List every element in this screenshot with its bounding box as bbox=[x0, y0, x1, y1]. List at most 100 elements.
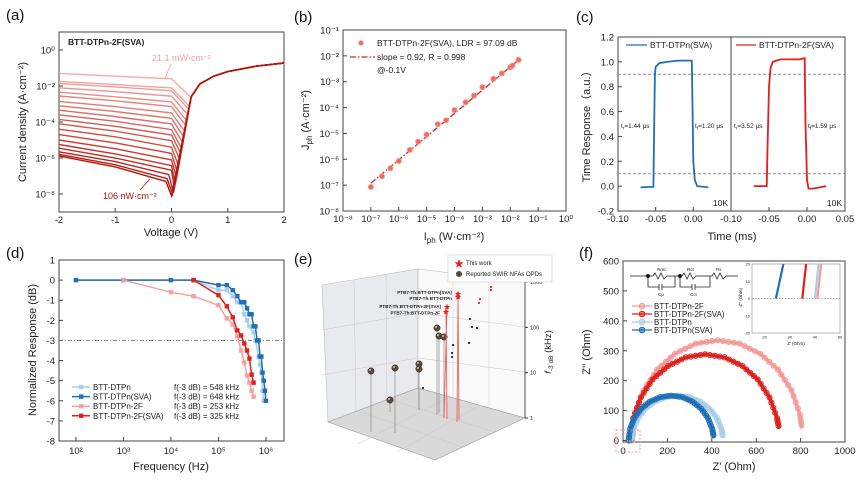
panel-d-data-point bbox=[249, 372, 254, 377]
panel-f-data-point bbox=[625, 437, 632, 444]
panel-f-data-point bbox=[797, 414, 804, 422]
panel-a-y-tick-label: 10⁻² bbox=[36, 82, 55, 93]
panel-c-rise-2: tr=3.52 μs bbox=[734, 123, 763, 131]
panel-f-data-point bbox=[785, 382, 792, 389]
panel-f-data-point bbox=[775, 422, 782, 429]
panel-a-y-tick-label: 10⁻⁶ bbox=[36, 154, 56, 165]
panel-d-legend-marker bbox=[79, 413, 84, 418]
panel-f-data-point bbox=[781, 376, 788, 383]
panel-d-data-point bbox=[216, 303, 221, 308]
panel-e-red-point bbox=[489, 288, 493, 292]
panel-d-x-tick-label: 10³ bbox=[117, 446, 131, 457]
panel-f-data-point bbox=[709, 427, 716, 435]
panel-f-legend-marker bbox=[638, 318, 646, 326]
panel-f-data-point bbox=[653, 373, 660, 380]
panel-f-data-point bbox=[796, 411, 803, 418]
panel-e-black-point bbox=[475, 326, 479, 330]
panel-b-x-tick-label: 10⁻³ bbox=[473, 214, 492, 225]
panel-b-data-point bbox=[443, 117, 450, 124]
panel-f-y-tick-label: 500 bbox=[603, 286, 619, 297]
panel-f-legend-name: BTT-DTPn bbox=[654, 318, 692, 327]
panel-b-x-tick-label: 10⁻⁶ bbox=[389, 214, 409, 225]
panel-c-right-x-tick-label: 0.00 bbox=[798, 214, 817, 225]
panel-e-z-tick-label: 10 bbox=[530, 371, 536, 377]
panel-f-data-point bbox=[643, 385, 650, 392]
panel-f-data-point bbox=[676, 393, 683, 400]
panel-f-legend: BTT-DTPn-2FBTT-DTPn-2F(SVA)BTT-DTPnBTT-D… bbox=[632, 302, 725, 335]
panel-e-red-point bbox=[478, 297, 482, 301]
panel-b-x-tick-label: 10⁰ bbox=[559, 214, 574, 225]
panel-c-rise-1: tr=1.44 μs bbox=[621, 123, 650, 131]
panel-c-xlabel: Time (ms) bbox=[707, 231, 756, 243]
panel-e-sphere-highlight bbox=[442, 335, 444, 337]
panel-f-data-point bbox=[630, 417, 637, 424]
panel-d-data-point bbox=[235, 328, 240, 333]
panel-f-x-tick-label: 1000 bbox=[834, 446, 855, 457]
panel-f-data-point bbox=[797, 418, 804, 425]
panel-e-zlabel: f-3 dB (kHz) bbox=[543, 330, 555, 374]
panel-d-data-point bbox=[247, 356, 252, 361]
panel-c-y-tick-label: -0.2 bbox=[598, 207, 614, 218]
panel-e-black-point bbox=[468, 317, 472, 321]
panel-d-legend-name: BTT-DTPn-2F bbox=[93, 402, 143, 411]
panel-f-data-point bbox=[757, 380, 764, 388]
panel-f-y-tick-label: 100 bbox=[603, 406, 619, 417]
panel-d-xlabel: Frequency (Hz) bbox=[133, 461, 209, 473]
panel-e-this-work-star bbox=[454, 293, 462, 300]
panel-d-data-point bbox=[235, 294, 240, 299]
panel-a-curve bbox=[58, 62, 285, 162]
panel-b-y-tick-label: 10⁻² bbox=[320, 51, 339, 62]
panel-f-data-point bbox=[671, 350, 678, 357]
panel-d-data-point bbox=[121, 277, 126, 283]
panel-b-y-tick-label: 10⁻⁵ bbox=[319, 129, 339, 140]
panel-e-annotation-1: PTB7-Th:BTT-DTPn(SVA) bbox=[397, 290, 452, 295]
panel-a-curve bbox=[58, 62, 285, 127]
panel-f-data-point bbox=[677, 348, 684, 355]
panel-f-x-tick-label: 200 bbox=[659, 446, 675, 457]
panel-c-right-x-tick-label: 0.05 bbox=[836, 214, 855, 225]
panel-f-ylabel: Z'' (Ohm) bbox=[581, 329, 593, 374]
panel-f-data-point bbox=[625, 434, 632, 441]
panel-f-data-point bbox=[719, 430, 726, 437]
panel-a-legend-title: BTT-DTPn-2F(SVA) bbox=[68, 37, 145, 47]
panel-f-x-tick-label: 400 bbox=[704, 446, 720, 457]
panel-b-data-point bbox=[378, 173, 385, 180]
panel-d-data-point bbox=[242, 341, 247, 346]
panel-f-data-point bbox=[646, 380, 653, 388]
panel-d-legend-marker bbox=[79, 384, 84, 390]
panel-f-inset-y-tick-label: 0 bbox=[748, 296, 751, 301]
panel-b-data-point bbox=[395, 158, 402, 165]
panel-f-data-point bbox=[736, 340, 743, 347]
panel-d-data-point bbox=[263, 398, 269, 403]
panel-d-data-point bbox=[256, 338, 261, 343]
panel-f-frame bbox=[622, 260, 846, 443]
panel-e-reported-sphere bbox=[391, 364, 399, 372]
panel-a-x-tick-label: -1 bbox=[111, 215, 119, 226]
panel-d-data-point bbox=[262, 388, 268, 393]
panel-a-y-tick-label: 10⁻⁸ bbox=[35, 190, 55, 201]
panel-d-data-point bbox=[249, 388, 254, 393]
panel-d-data-point bbox=[216, 287, 221, 293]
panel-f-legend-marker bbox=[638, 326, 646, 334]
panel-c-fall-2: tf=1.59 μs bbox=[808, 123, 837, 131]
panel-e-sphere-highlight bbox=[393, 366, 395, 368]
panel-b-data-point bbox=[479, 84, 486, 91]
panel-d-data-point bbox=[247, 324, 252, 329]
circuit-label-5: Rs bbox=[716, 267, 722, 272]
panel-f-data-point bbox=[761, 354, 768, 361]
panel-f-data-point bbox=[751, 348, 759, 355]
panel-c-frequency-1: 10K bbox=[713, 198, 728, 208]
panel-d-data-point bbox=[251, 330, 256, 335]
panel-d-data-point bbox=[244, 348, 250, 353]
panel-d-legend-bandwidth: f(-3 dB) = 548 kHz bbox=[174, 383, 239, 392]
panel-f-data-point bbox=[649, 376, 656, 383]
panel-e-z-tick-label: 100 bbox=[530, 325, 539, 331]
panel-f-data-point bbox=[719, 432, 726, 439]
panel-d-data-point bbox=[230, 315, 235, 320]
panel-b-data-point bbox=[406, 146, 413, 153]
panel-a-y-tick-label: 10⁻⁴ bbox=[35, 118, 55, 129]
panel-d-data-point bbox=[235, 300, 240, 305]
panel-e-black-point bbox=[467, 341, 471, 345]
panel-e-annotation-4: PTB7-Th:BTT-DTPn-2F bbox=[390, 311, 440, 316]
